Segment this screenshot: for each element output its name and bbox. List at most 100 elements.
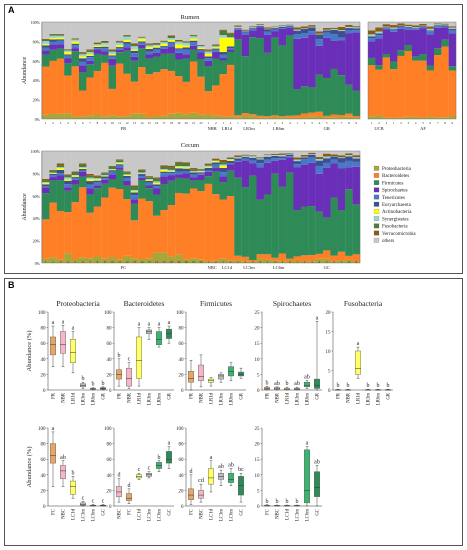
stacked-bar-segment <box>249 28 257 31</box>
stacked-bar-segment <box>345 155 353 157</box>
stacked-bar-segment <box>93 151 102 176</box>
stacked-bar-segment <box>308 151 316 153</box>
x-tick-label: NBR <box>128 392 133 403</box>
stacked-bar-segment <box>249 261 257 263</box>
x-tick-label: FR <box>52 392 57 399</box>
x-tick-label: GR <box>387 392 392 399</box>
stacked-bar-segment <box>271 115 279 118</box>
stacked-bar-segment <box>249 26 257 28</box>
stacked-bar-segment <box>390 22 398 26</box>
stacked-bar-segment <box>49 33 57 35</box>
stacked-bar-segment <box>241 158 250 161</box>
stacked-bar-segment <box>300 28 309 30</box>
x-tick-label: 22 <box>199 260 203 264</box>
x-tick-label: 5 <box>74 121 76 125</box>
legend-swatch <box>373 194 380 200</box>
significance-letter: a <box>168 441 171 447</box>
stacked-bar-segment <box>412 22 420 26</box>
stacked-bar-segment <box>189 61 198 113</box>
stacked-bar-segment <box>152 215 161 253</box>
stacked-bar-segment <box>323 151 331 154</box>
x-tick-label: 18 <box>170 121 174 125</box>
stacked-bar-segment <box>175 162 183 166</box>
stacked-bar-segment <box>404 45 413 51</box>
stacked-bar-segment <box>108 166 117 167</box>
stacked-bar-segment <box>197 44 205 46</box>
stacked-bar-segment <box>412 28 420 30</box>
stacked-bar-segment <box>330 29 338 35</box>
x-tick-label: LR1d <box>72 392 77 404</box>
stacked-bar-segment <box>337 168 346 211</box>
significance-letter: b <box>266 380 269 386</box>
box <box>314 471 320 497</box>
stacked-bar-segment <box>138 198 146 259</box>
stacked-bar-segment <box>42 47 50 51</box>
stacked-bar-segment <box>315 156 324 160</box>
y-tick-label: 60 <box>179 458 185 463</box>
stacked-bar-segment <box>64 50 72 53</box>
x-tick-label: 1 <box>237 121 239 125</box>
stacked-bar-segment <box>71 66 80 117</box>
stacked-bar-segment <box>138 169 146 171</box>
stacked-bar-segment <box>300 206 309 256</box>
stacked-bar-segment <box>337 75 346 116</box>
stacked-bar-segment <box>138 22 146 37</box>
stacked-bar-segment <box>390 27 398 29</box>
stacked-bar-segment <box>152 47 161 50</box>
stacked-bar-segment <box>375 33 383 36</box>
stacked-bar-segment <box>42 39 50 42</box>
x-tick-label: FR <box>337 392 342 399</box>
stacked-bar-segment <box>219 52 228 55</box>
stacked-bar-segment <box>49 257 57 263</box>
stacked-bar-segment <box>256 258 265 263</box>
stacked-bar-segment <box>56 173 65 176</box>
stacked-bar-segment <box>441 23 449 25</box>
stacked-bar-segment <box>300 154 309 157</box>
group-label: LR6m <box>273 126 285 131</box>
stacked-bar-segment <box>345 33 353 85</box>
stacked-bar-segment <box>145 201 154 259</box>
stacked-bar-segment <box>300 117 309 119</box>
stacked-bar-segment <box>345 153 353 156</box>
y-tick-label: 0 <box>181 505 184 510</box>
stacked-bar-segment <box>330 151 338 155</box>
stacked-bar-segment <box>182 45 191 48</box>
x-tick-label: 5 <box>422 121 424 125</box>
stacked-bar-segment <box>219 57 228 61</box>
x-tick-label: NBC <box>118 509 123 519</box>
stacked-bar-segment <box>167 256 176 263</box>
stacked-bar-segment <box>145 54 154 59</box>
stacked-bar-segment <box>167 46 176 54</box>
stacked-bar-segment <box>49 113 57 119</box>
stacked-bar-segment <box>315 173 324 212</box>
stacked-bar-segment <box>115 259 124 263</box>
x-tick-label: NBR <box>62 392 67 403</box>
stacked-bar-segment <box>108 257 117 263</box>
significance-letter: b <box>377 383 380 389</box>
stacked-bar-segment <box>189 180 198 189</box>
y-tick-label: 5 <box>328 370 331 375</box>
x-tick-label: FR <box>190 392 195 399</box>
stacked-bar-segment <box>263 22 272 28</box>
stacked-bar-segment <box>315 33 324 35</box>
stacked-bar-segment <box>182 47 191 50</box>
stacked-bar-segment <box>323 156 331 159</box>
stacked-bar-segment <box>219 29 228 31</box>
stacked-bar-segment <box>49 169 57 171</box>
stacked-bar-segment <box>42 258 50 263</box>
stacked-bar-segment <box>86 188 94 195</box>
stacked-bar-segment <box>71 116 80 119</box>
stacked-bar-segment <box>345 151 353 154</box>
stacked-bar-segment <box>182 178 191 194</box>
stacked-bar-segment <box>42 182 50 185</box>
stacked-bar-segment <box>101 151 109 173</box>
legend-label: Actinobacteria <box>382 210 412 215</box>
stacked-bar-segment <box>448 26 457 28</box>
stacked-bar-segment <box>175 166 183 169</box>
stacked-bar-segment <box>167 175 176 181</box>
stacked-bar-segment <box>64 63 72 76</box>
stacked-bar-segment <box>315 159 324 161</box>
stacked-bar-segment <box>204 91 213 115</box>
stacked-bar-segment <box>426 116 435 119</box>
stacked-bar-segment <box>130 113 139 119</box>
